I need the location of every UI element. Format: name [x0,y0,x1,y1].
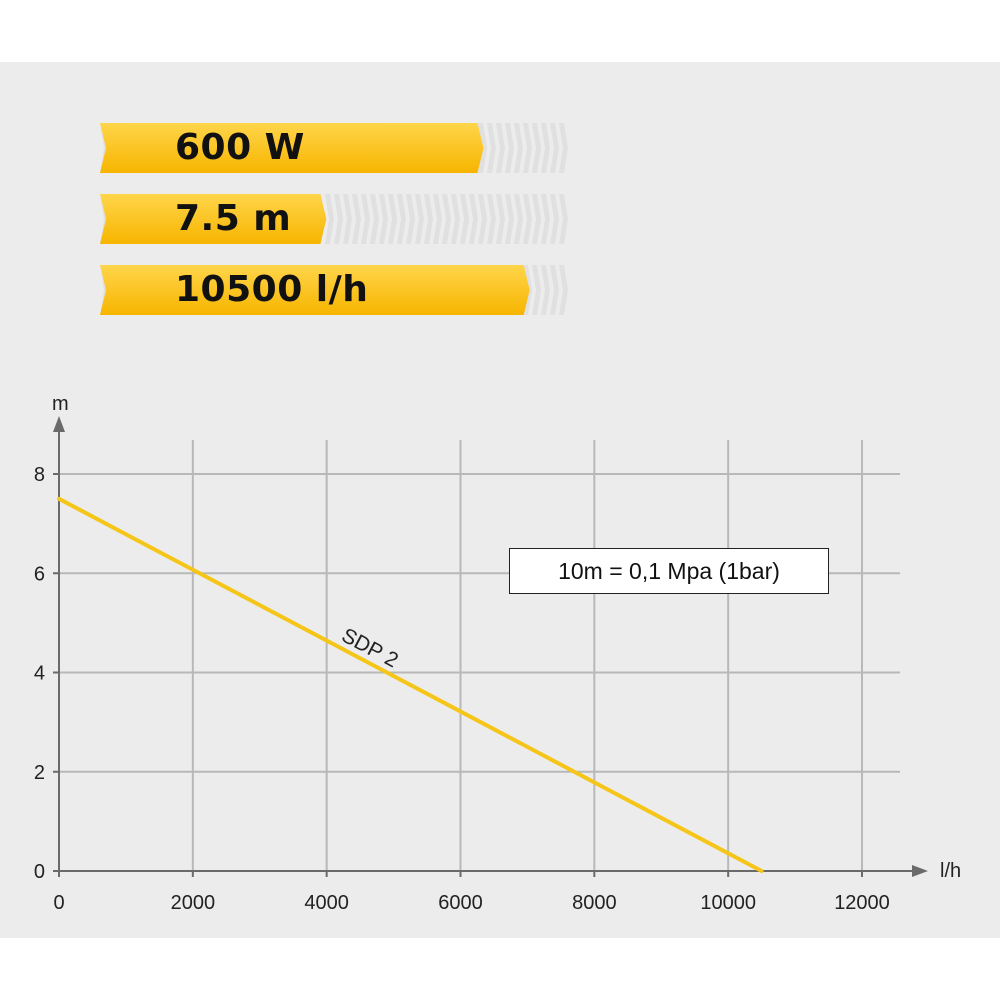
y-tick-label: 6 [34,563,45,585]
spec-bar-power-graphic [100,123,568,173]
spec-track-segment [397,194,406,244]
spec-bar-flow-graphic [100,265,568,315]
spec-track-segment [343,194,352,244]
spec-track-segment [532,123,541,173]
spec-track-segment [550,265,559,315]
y-tick-label: 8 [34,464,45,486]
spec-track-segment [514,123,523,173]
spec-track-segment [550,194,559,244]
x-tick-label: 12000 [834,892,890,914]
spec-bar-power: 600 W [100,123,568,173]
spec-track-segment [433,194,442,244]
spec-fill [100,265,530,315]
y-tick-label: 0 [34,861,45,883]
spec-label-flow: 10500 l/h [175,269,369,310]
spec-track-segment [361,194,370,244]
spec-track-segment [496,194,505,244]
x-tick-label: 6000 [438,892,483,914]
spec-track-segment [505,123,514,173]
spec-track-segment [406,194,415,244]
spec-track-segment [379,194,388,244]
spec-track-segment [532,265,541,315]
spec-track-segment [541,194,550,244]
spec-track-segment [514,194,523,244]
spec-track-segment [532,194,541,244]
spec-track-segment [487,194,496,244]
spec-label-head: 7.5 m [175,198,292,239]
y-tick-label: 4 [34,663,45,685]
x-tick-label: 0 [53,892,64,914]
spec-bar-head: 7.5 m [100,194,568,244]
spec-track-segment [559,265,568,315]
spec-track-segment [424,194,433,244]
spec-track-segment [541,265,550,315]
spec-track-segment [487,123,496,173]
spec-track-segment [451,194,460,244]
spec-track-segment [496,123,505,173]
spec-track-segment [523,194,532,244]
y-tick-label: 2 [34,762,45,784]
spec-track-segment [325,194,334,244]
x-axis-unit: l/h [940,860,961,882]
pressure-note: 10m = 0,1 Mpa (1bar) [509,548,829,594]
spec-track-segment [334,194,343,244]
spec-track-segment [442,194,451,244]
spec-track-segment [550,123,559,173]
y-axis-arrow [53,416,65,432]
x-axis-arrow [912,865,928,877]
spec-track-segment [388,194,397,244]
x-tick-label: 8000 [572,892,617,914]
series-line-sdp2 [57,496,764,873]
spec-track-segment [352,194,361,244]
spec-track-segment [370,194,379,244]
y-axis-unit: m [52,393,69,415]
spec-fill [100,194,327,244]
spec-bar-flow: 10500 l/h [100,265,568,315]
spec-track-segment [478,194,487,244]
spec-fill [100,123,484,173]
x-tick-label: 10000 [700,892,756,914]
spec-track-segment [460,194,469,244]
spec-track-segment [559,123,568,173]
spec-label-power: 600 W [175,127,305,168]
x-tick-label: 2000 [171,892,216,914]
spec-track-segment [505,194,514,244]
spec-track-segment [469,194,478,244]
spec-track-segment [559,194,568,244]
spec-track-segment [523,123,532,173]
spec-track-segment [541,123,550,173]
spec-track-segment [415,194,424,244]
x-tick-label: 4000 [304,892,349,914]
spec-bar-head-graphic [100,194,568,244]
